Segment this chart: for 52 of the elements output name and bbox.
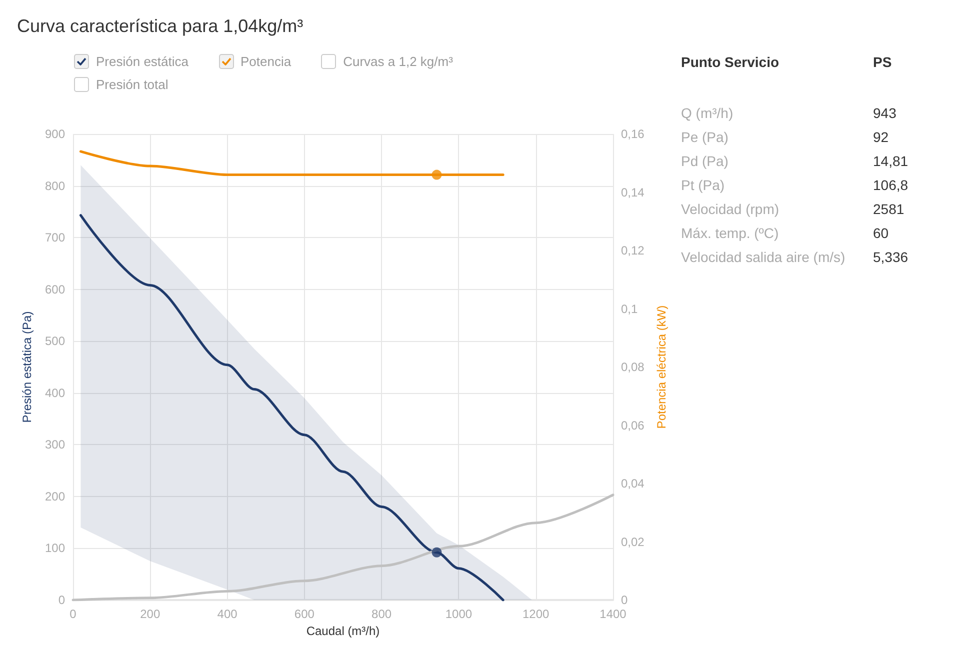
y-axis-title: Presión estática (Pa)	[20, 311, 34, 423]
y-tick-label: 700	[44, 230, 66, 245]
y-tick-label: 300	[44, 438, 66, 452]
text: 14,81	[873, 153, 908, 169]
text: PS	[873, 54, 892, 70]
line-series	[79, 214, 504, 602]
text: Q (m³/h)	[681, 105, 734, 121]
x-tick-label: 800	[372, 607, 392, 621]
text: 5,336	[873, 249, 908, 265]
x-tick-label: 200	[140, 607, 160, 621]
chart-title: Curva característica para 1,04kg/m³	[17, 16, 304, 36]
x-tick-label: 400	[217, 607, 238, 621]
y-tick-label: 200	[44, 489, 66, 504]
y2-tick-label: 0,04	[621, 476, 645, 490]
text: 943	[873, 105, 896, 121]
text: Pd (Pa)	[681, 153, 730, 169]
text: Velocidad salida aire (m/s)	[681, 249, 846, 265]
y2-tick-label: 0,12	[621, 244, 645, 258]
text: Punto Servicio	[681, 54, 780, 70]
text: 92	[873, 129, 889, 145]
y-tick-label: 400	[44, 386, 66, 400]
text: 60	[873, 225, 889, 241]
y-tick-label: 0	[58, 593, 66, 607]
x-axis-title: Caudal (m³/h)	[306, 624, 380, 638]
y-tick-label: 500	[44, 334, 66, 348]
y2-tick-label: 0,1	[621, 302, 638, 316]
text: Pe (Pa)	[681, 129, 730, 145]
y2-tick-label: 0,02	[621, 534, 645, 549]
y2-axis-title: Potencia eléctrica (kW)	[654, 305, 668, 429]
text: 2581	[873, 201, 904, 217]
x-tick-label: 0	[70, 607, 77, 621]
x-tick-label: 1000	[445, 607, 472, 621]
y-tick-label: 600	[44, 282, 66, 296]
text: Curvas a 1,2 kg/m³	[343, 54, 453, 69]
y-tick-label: 900	[44, 127, 66, 141]
text: Pt (Pa)	[681, 177, 726, 193]
text: Máx. temp. (ºC)	[681, 225, 780, 241]
x-tick-label: 600	[294, 607, 315, 621]
x-tick-label: 1200	[522, 607, 550, 621]
legend-label: Potencia	[240, 54, 292, 69]
y2-tick-label: 0,14	[621, 185, 645, 200]
y2-tick-label: 0,08	[621, 360, 645, 374]
text: Presión total	[96, 77, 168, 92]
text: Velocidad (rpm)	[681, 201, 780, 217]
y-tick-label: 100	[44, 541, 66, 556]
x-tick-label: 1400	[600, 607, 627, 621]
y-tick-label: 800	[44, 178, 66, 193]
text: 106,8	[873, 177, 908, 193]
y2-tick-label: 0,06	[621, 418, 645, 432]
y2-tick-label: 0,16	[621, 127, 645, 141]
y2-tick-label: 0	[621, 593, 628, 607]
legend-label: Presión estática	[96, 54, 188, 69]
